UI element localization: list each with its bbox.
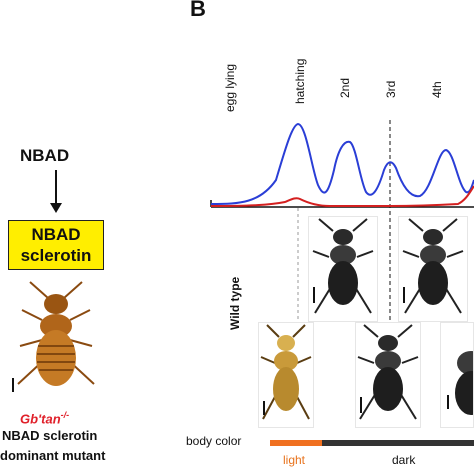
pathway-arrow-head: [50, 203, 62, 213]
body-color-bar-dark: [322, 440, 474, 446]
panel-letter-b: B: [190, 0, 206, 21]
mutant-description-line-2: dominant mutant: [0, 448, 106, 463]
dark-cricket-illustration: [402, 218, 464, 314]
row-label-wild-type: Wild type: [228, 276, 242, 330]
box-line-1: NBAD: [31, 225, 81, 244]
box-line-2: sclerotin: [20, 246, 92, 265]
body-color-label: body color: [186, 434, 242, 448]
wild-type-photo-egg: [258, 322, 314, 428]
wild-type-photo-3rd: [398, 216, 468, 322]
red-curve: [210, 185, 474, 207]
body-color-bar-light: [270, 440, 322, 446]
wild-type-photo-partial: [440, 322, 474, 428]
wild-type-photo-2nd: [355, 322, 421, 428]
mutant-cricket-illustration: [12, 281, 95, 392]
mutant-genotype-label: Gb'tan-/-: [20, 410, 70, 427]
body-color-dark-label: dark: [392, 453, 416, 467]
pathway-nbad-label: NBAD: [20, 146, 70, 165]
pathway-arrow: [55, 170, 57, 206]
nbad-sclerotin-box: NBAD sclerotin: [8, 220, 104, 270]
dark-cricket-illustration: [447, 351, 474, 415]
body-color-light-label: light: [283, 453, 306, 467]
dark-cricket-illustration: [357, 324, 419, 420]
wild-type-photo-hatching: [308, 216, 378, 322]
light-cricket-illustration: [260, 324, 312, 420]
mutant-cricket-photo: [8, 280, 104, 400]
mutant-description-line-1: NBAD sclerotin: [2, 428, 98, 443]
blue-curve: [210, 122, 474, 205]
dark-cricket-illustration: [312, 218, 374, 314]
